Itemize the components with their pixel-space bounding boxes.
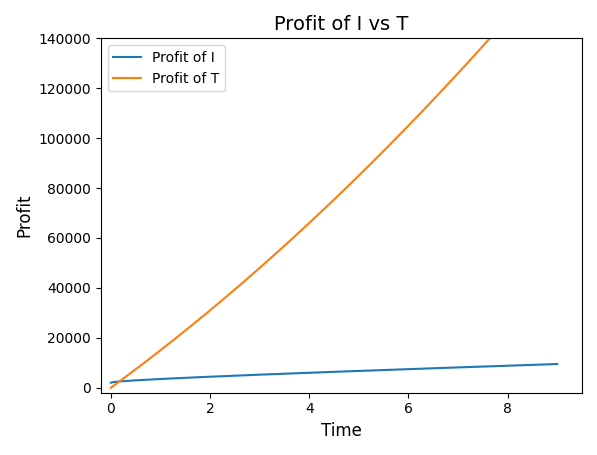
- Profit of I: [553, 361, 561, 367]
- Y-axis label: Profit: Profit: [15, 194, 33, 237]
- Profit of T: [190, 321, 198, 326]
- Profit of T: [515, 3, 522, 8]
- Profit of I: [515, 363, 522, 368]
- Profit of I: [531, 362, 538, 368]
- Title: Profit of I vs T: Profit of I vs T: [274, 15, 408, 34]
- Profit of I: [125, 378, 133, 384]
- Profit of I: [107, 380, 115, 385]
- Profit of I: [226, 373, 233, 379]
- Profit of T: [107, 385, 115, 390]
- Profit of T: [134, 365, 141, 370]
- Legend: Profit of I, Profit of T: Profit of I, Profit of T: [108, 46, 225, 91]
- Profit of T: [226, 291, 233, 297]
- Line: Profit of I: Profit of I: [111, 364, 557, 383]
- Line: Profit of T: Profit of T: [111, 0, 557, 388]
- X-axis label: Time: Time: [321, 422, 362, 440]
- Profit of T: [125, 372, 133, 377]
- Profit of I: [190, 375, 198, 380]
- Profit of I: [134, 378, 141, 383]
